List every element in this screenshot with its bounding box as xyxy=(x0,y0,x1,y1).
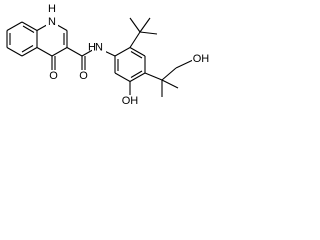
atom-label: OH xyxy=(193,53,210,65)
atom-label: H xyxy=(88,41,96,53)
atom-label: O xyxy=(79,70,88,82)
structure: N H O O N H OH OH xyxy=(6,3,210,107)
atom-label: N xyxy=(95,41,103,53)
atom-label: OH xyxy=(122,95,139,107)
atom-label: N xyxy=(48,16,56,28)
atom-label: O xyxy=(49,70,58,82)
atom-labels: N H O O N H OH OH xyxy=(46,3,210,107)
page: N H O O N H OH OH (() => { const data = … xyxy=(0,0,320,114)
atom-label: H xyxy=(48,3,56,15)
bonds xyxy=(6,17,194,97)
